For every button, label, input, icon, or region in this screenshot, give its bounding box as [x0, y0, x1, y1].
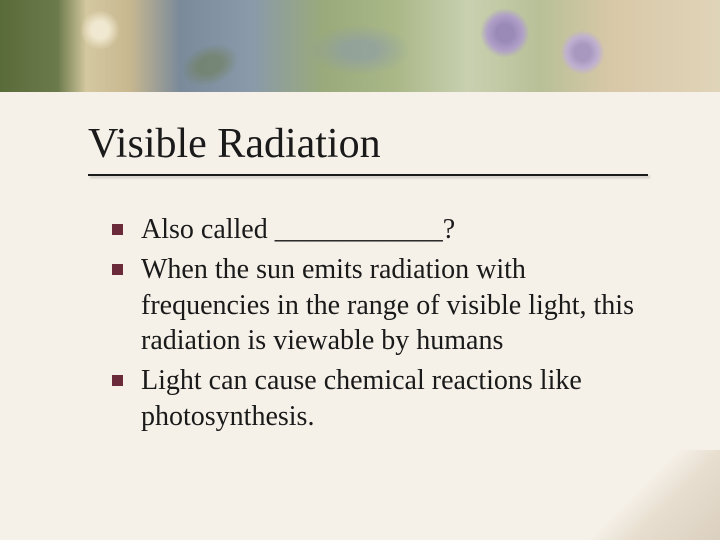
title-underline	[88, 174, 648, 176]
bullet-square-icon	[112, 224, 123, 235]
list-item: Light can cause chemical reactions like …	[112, 363, 640, 435]
list-item: When the sun emits radiation with freque…	[112, 252, 640, 359]
decorative-header-band	[0, 0, 720, 92]
bullet-list: Also called ____________? When the sun e…	[88, 212, 640, 435]
bullet-square-icon	[112, 375, 123, 386]
flower-decoration	[560, 30, 605, 75]
slide-title: Visible Radiation	[88, 120, 640, 168]
bullet-text: Also called ____________?	[141, 212, 455, 248]
slide-content: Visible Radiation Also called __________…	[0, 92, 720, 459]
leaf-decoration	[175, 36, 245, 94]
bullet-text: Light can cause chemical reactions like …	[141, 363, 640, 435]
bullet-text: When the sun emits radiation with freque…	[141, 252, 640, 359]
corner-decoration	[590, 450, 720, 540]
flower-decoration	[480, 8, 530, 58]
list-item: Also called ____________?	[112, 212, 640, 248]
bullet-square-icon	[112, 264, 123, 275]
